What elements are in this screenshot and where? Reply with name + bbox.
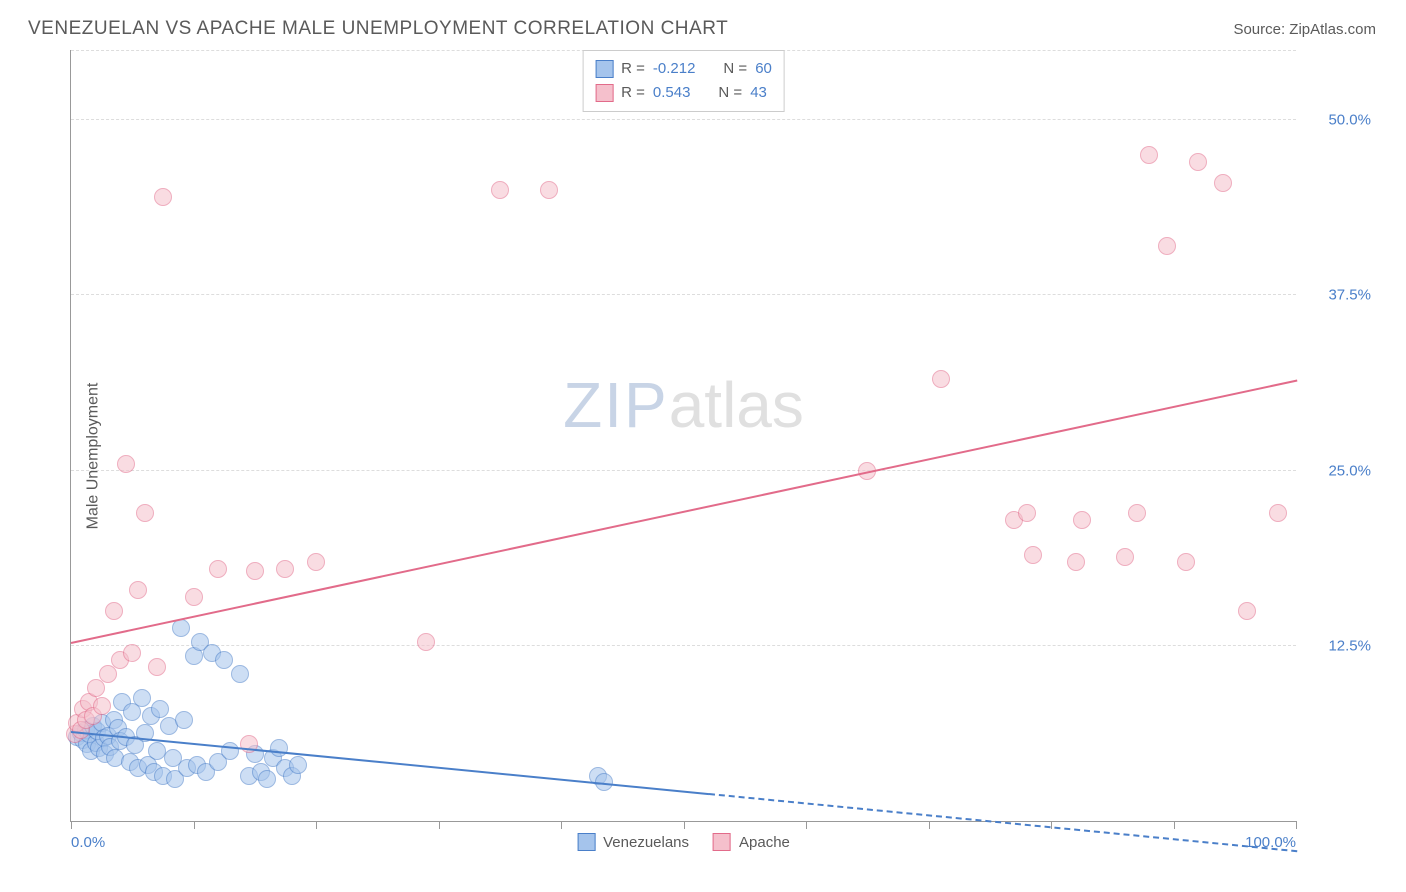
scatter-point-apache [105,602,123,620]
scatter-point-apache [129,581,147,599]
legend-swatch-apache [595,84,613,102]
watermark: ZIPatlas [563,368,804,442]
scatter-point-apache [1128,504,1146,522]
scatter-point-venezuelans [221,742,239,760]
scatter-point-apache [154,188,172,206]
gridline-h [71,645,1296,646]
scatter-point-apache [136,504,154,522]
scatter-point-apache [1189,153,1207,171]
scatter-point-venezuelans [270,739,288,757]
chart-container: Male Unemployment ZIPatlas R = -0.212 N … [50,50,1376,862]
chart-title: VENEZUELAN VS APACHE MALE UNEMPLOYMENT C… [28,18,728,40]
scatter-point-apache [932,370,950,388]
scatter-point-apache [491,181,509,199]
trend-line-apache [71,380,1297,644]
scatter-point-apache [246,562,264,580]
legend-n-label: N = [723,57,747,81]
scatter-point-apache [87,679,105,697]
legend-label-venezuelans: Venezuelans [603,834,689,851]
scatter-point-apache [1140,146,1158,164]
watermark-zip: ZIP [563,369,669,441]
scatter-point-apache [148,658,166,676]
legend-n-label: N = [718,81,742,105]
scatter-point-apache [1158,237,1176,255]
y-tick-label: 25.0% [1301,462,1371,479]
scatter-point-apache [1238,602,1256,620]
scatter-point-venezuelans [215,651,233,669]
legend-swatch-apache [713,833,731,851]
legend-item-venezuelans: Venezuelans [577,833,689,851]
scatter-point-apache [276,560,294,578]
scatter-point-apache [1177,553,1195,571]
x-tick [316,821,317,829]
legend-row-venezuelans: R = -0.212 N = 60 [595,57,772,81]
scatter-point-venezuelans [289,756,307,774]
x-tick [561,821,562,829]
scatter-point-apache [1269,504,1287,522]
y-tick-label: 50.0% [1301,112,1371,129]
legend-r-value-venezuelans: -0.212 [653,57,696,81]
source-attribution: Source: ZipAtlas.com [1233,21,1376,38]
x-tick [929,821,930,829]
trend-line-venezuelans [708,793,1297,852]
x-tick [194,821,195,829]
scatter-point-apache [117,455,135,473]
scatter-point-apache [540,181,558,199]
scatter-point-apache [99,665,117,683]
scatter-point-venezuelans [231,665,249,683]
scatter-point-apache [1073,511,1091,529]
gridline-h [71,470,1296,471]
x-tick [71,821,72,829]
scatter-point-apache [185,588,203,606]
legend-swatch-venezuelans [595,60,613,78]
legend-item-apache: Apache [713,833,790,851]
x-tick [1296,821,1297,829]
scatter-point-apache [307,553,325,571]
scatter-point-apache [1024,546,1042,564]
plot-area: ZIPatlas R = -0.212 N = 60 R = 0.543 N =… [70,50,1296,822]
legend-row-apache: R = 0.543 N = 43 [595,81,772,105]
scatter-point-apache [1067,553,1085,571]
legend-label-apache: Apache [739,834,790,851]
legend-swatch-venezuelans [577,833,595,851]
correlation-legend: R = -0.212 N = 60 R = 0.543 N = 43 [582,50,785,112]
scatter-point-apache [93,697,111,715]
gridline-h [71,294,1296,295]
scatter-point-apache [1214,174,1232,192]
x-tick [1174,821,1175,829]
scatter-point-venezuelans [175,711,193,729]
series-legend: Venezuelans Apache [577,833,790,851]
scatter-point-apache [1116,548,1134,566]
x-tick [684,821,685,829]
y-tick-label: 12.5% [1301,637,1371,654]
x-tick [439,821,440,829]
legend-r-label: R = [621,81,645,105]
scatter-point-apache [209,560,227,578]
watermark-atlas: atlas [669,369,804,441]
scatter-point-venezuelans [151,700,169,718]
gridline-h [71,119,1296,120]
scatter-point-apache [417,633,435,651]
legend-n-value-venezuelans: 60 [755,57,772,81]
legend-n-value-apache: 43 [750,81,767,105]
x-tick [806,821,807,829]
scatter-point-apache [123,644,141,662]
chart-header: VENEZUELAN VS APACHE MALE UNEMPLOYMENT C… [0,0,1406,50]
y-tick-label: 37.5% [1301,287,1371,304]
legend-r-value-apache: 0.543 [653,81,691,105]
legend-r-label: R = [621,57,645,81]
scatter-point-venezuelans [258,770,276,788]
scatter-point-apache [1018,504,1036,522]
x-tick-label: 0.0% [71,834,105,851]
scatter-point-venezuelans [133,689,151,707]
